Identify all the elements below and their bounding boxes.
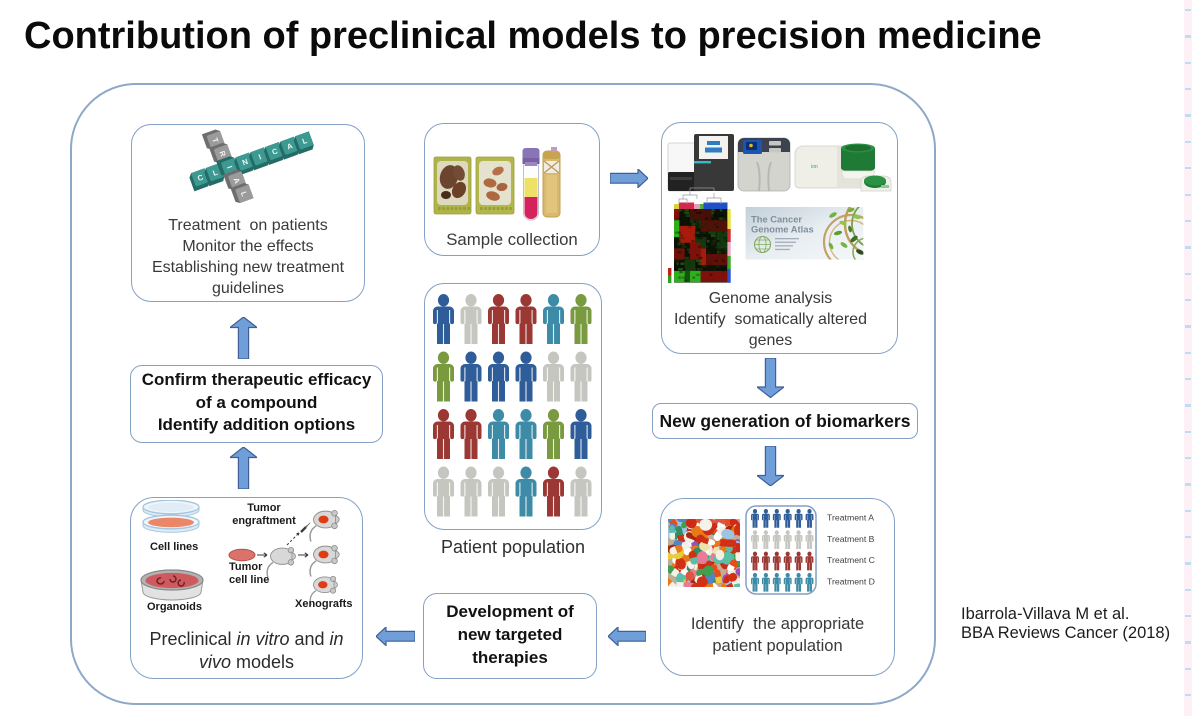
svg-text:Treatment A: Treatment A [827,513,874,523]
svg-text:L: L [212,168,220,178]
svg-text:C: C [271,146,280,157]
svg-text:Treatment D: Treatment D [827,576,875,586]
svg-text:A: A [232,176,243,185]
svg-text:I: I [225,165,234,170]
svg-text:T: T [210,137,220,145]
svg-text:The Cancer: The Cancer [751,214,802,225]
svg-text:L: L [301,136,309,146]
svg-text:C: C [196,173,205,184]
svg-text:ion: ion [811,164,818,170]
svg-text:A: A [286,141,295,152]
svg-text:R: R [217,150,228,159]
svg-text:L: L [239,190,249,198]
svg-text:Genome Atlas: Genome Atlas [751,224,814,235]
svg-text:Treatment C: Treatment C [827,555,875,565]
svg-text:N: N [241,157,249,167]
svg-text:I: I [257,152,262,161]
svg-text:Treatment B: Treatment B [827,534,875,544]
